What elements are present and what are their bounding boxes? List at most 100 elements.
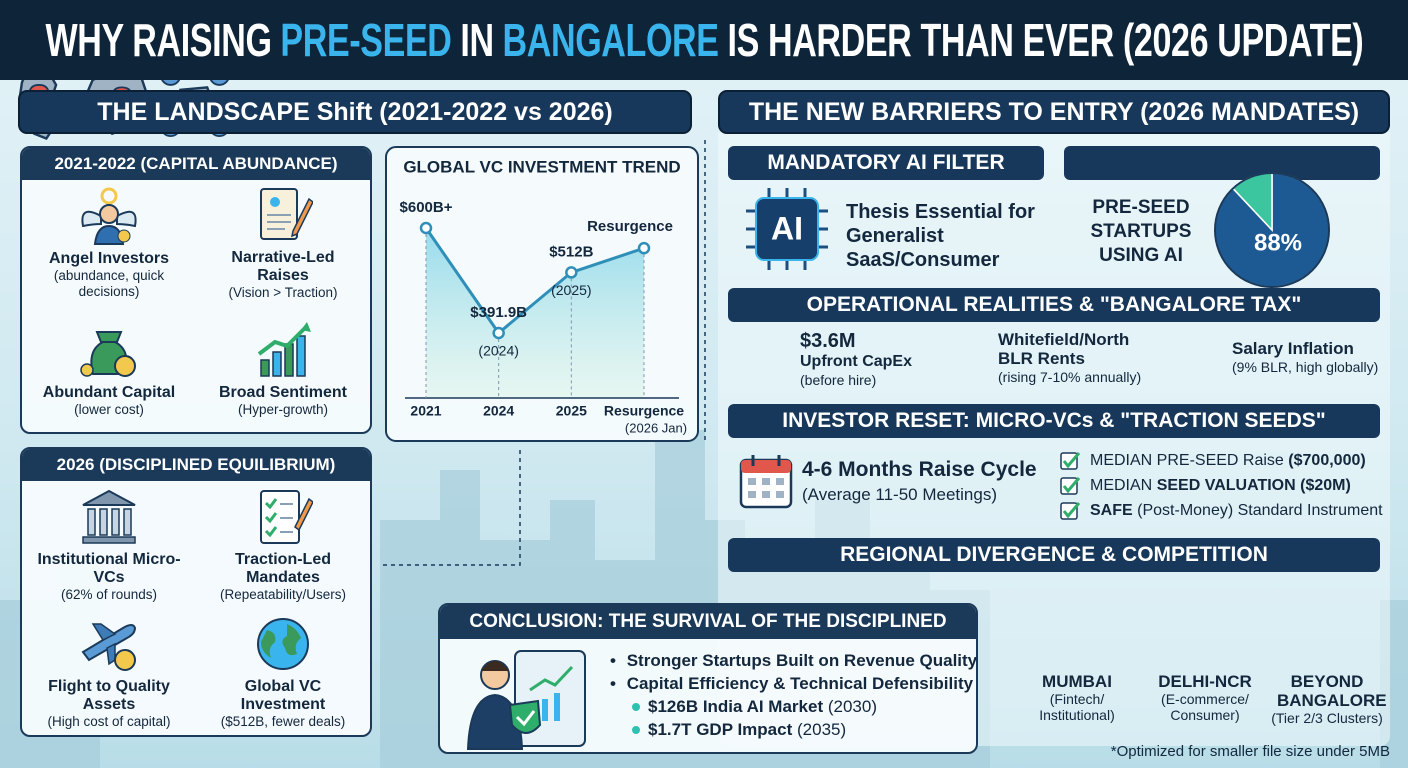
item: Flight to Quality Assets (High cost of ca… (22, 608, 196, 735)
bullet-dot (632, 702, 640, 711)
shape (264, 497, 278, 537)
conclusion-illustration (466, 650, 586, 750)
item: Institutional Micro-VCs (62% of rounds) (22, 481, 196, 608)
section-header: THE LANDSCAPE Shift (2021-2022 vs 2026) (18, 90, 692, 134)
icon (82, 489, 136, 544)
icon (257, 617, 309, 670)
subsection-header: REGIONAL DIVERGENCE & COMPETITION (728, 538, 1380, 572)
shape (1060, 501, 1078, 520)
item-label: Narrative-Led Raises (231, 249, 335, 284)
conclusion-list: • Stronger Startups Built on Revenue Qual… (610, 649, 976, 741)
title-part: IN (459, 14, 494, 66)
subsection-bar (1064, 146, 1380, 180)
sub-bullet-text: (2035) (797, 719, 847, 739)
title: WHY RAISING PRE-SEED IN BANGALORE IS HARDER … (41, 13, 1368, 67)
item-sub: (Repeatability/Users) (219, 586, 347, 602)
shape (748, 478, 756, 485)
check-item: MEDIAN PRE-SEED Raise ($700,000) (1060, 448, 1383, 473)
shape (284, 343, 294, 377)
shape (481, 661, 509, 671)
bullet-dot: • (610, 673, 616, 693)
line-chart: GLOBAL VC INVESTMENT TREND $600B+ 2021 $391… (385, 146, 699, 442)
shape (117, 229, 131, 243)
icon (81, 187, 137, 245)
sub-bullet: $126B India AI Market (2030) (610, 695, 976, 718)
shape (762, 478, 770, 485)
shape (1062, 476, 1081, 493)
shape (280, 502, 293, 533)
item-sub: (Vision > Traction) (228, 285, 338, 300)
dot (632, 702, 640, 711)
shape (554, 693, 560, 721)
value-label: $600B+ (400, 199, 453, 216)
icon-label: AI (771, 210, 803, 246)
x-tick-label: 2025 (556, 403, 587, 419)
box-heading: 2026 (DISCIPLINED EQUILIBRIUM) (22, 449, 370, 481)
shape (741, 460, 791, 473)
item: Abundant Capital (lower cost) (22, 306, 196, 432)
point (419, 221, 433, 235)
shape (95, 331, 123, 343)
item-label: Global VC Investment (240, 677, 326, 713)
shape (1062, 501, 1081, 518)
shape (515, 710, 536, 727)
shape (257, 324, 309, 356)
sub-bullet-text: $126B India AI Market (648, 696, 824, 716)
item-grid: Angel Investors (abundance, quick decisio… (22, 180, 370, 432)
sub-bullet: $1.7T GDP Impact (2035) (610, 718, 976, 741)
x-tick-label: Resurgence (604, 403, 684, 419)
bullet-dot (632, 725, 640, 734)
shape (260, 335, 306, 377)
pie-outline (1214, 172, 1330, 288)
item: Global VC Investment ($512B, fewer deals) (196, 608, 370, 735)
operational-item: Salary Inflation (9% BLR, high globally) (1232, 339, 1382, 376)
shape (264, 511, 278, 523)
sub-bullet-text: $1.7T GDP Impact (648, 719, 793, 739)
shape (100, 187, 118, 205)
region: DELHI-NCR (E-commerce/ Consumer) (1140, 672, 1270, 723)
shape (294, 497, 313, 531)
item-title: Salary Inflation (1232, 339, 1354, 358)
point-note: (2025) (551, 282, 591, 298)
raise-cycle: 4-6 Months Raise Cycle (802, 458, 1037, 481)
shape (1062, 451, 1081, 468)
region-name: BEYOND BANGALORE (1277, 672, 1387, 710)
item-label: Flight to Quality Assets (48, 677, 170, 713)
box-heading: CONCLUSION: THE SURVIVAL OF THE DISCIPLI… (440, 605, 976, 639)
shape (260, 359, 270, 377)
title-part: PRE-SEED (279, 14, 452, 66)
checklist: MEDIAN PRE-SEED Raise ($700,000) MEDIAN SEE… (1060, 448, 1383, 523)
bullet: • Stronger Startups Built on Revenue Qual… (610, 649, 976, 672)
icon (260, 489, 313, 544)
region-sub: (Fintech/ Institutional) (1039, 691, 1115, 723)
point (637, 241, 651, 255)
check-text: MEDIAN (1090, 476, 1153, 494)
shape (380, 450, 521, 566)
point (565, 266, 578, 279)
icon (260, 188, 313, 240)
dot (632, 725, 640, 734)
item-subtitle: Upfront CapEx (800, 353, 912, 370)
check-text: ($700,000) (1288, 451, 1366, 469)
shape (529, 665, 574, 692)
subsection-header: OPERATIONAL REALITIES & "BANGALORE TAX" (728, 288, 1380, 322)
equilibrium-box: 2026 (DISCIPLINED EQUILIBRIUM) Instituti… (20, 447, 372, 737)
item-sub: ($512B, fewer deals) (220, 713, 346, 729)
checkbox (1060, 451, 1081, 470)
item: Narrative-Led Raises (Vision > Traction) (196, 180, 370, 306)
bullet-text: Capital Efficiency & Technical Defensibi… (626, 673, 974, 693)
region-sub: (Tier 2/3 Clusters) (1271, 710, 1383, 726)
check-item: MEDIAN SEED VALUATION ($20M) (1060, 473, 1383, 498)
shape (261, 623, 301, 658)
shape (755, 197, 819, 261)
operational-item: Whitefield/North BLR Rents (rising 7-10% … (998, 330, 1158, 386)
shape (80, 363, 94, 377)
shape (542, 699, 548, 721)
shape (296, 335, 306, 377)
icon (80, 331, 136, 377)
check-text: (Post-Money) Standard Instrument (1137, 501, 1383, 519)
item-title: $3.6M (800, 330, 856, 352)
icon (257, 322, 311, 377)
pie-chart: 88% (1214, 172, 1330, 288)
shape (111, 507, 120, 536)
